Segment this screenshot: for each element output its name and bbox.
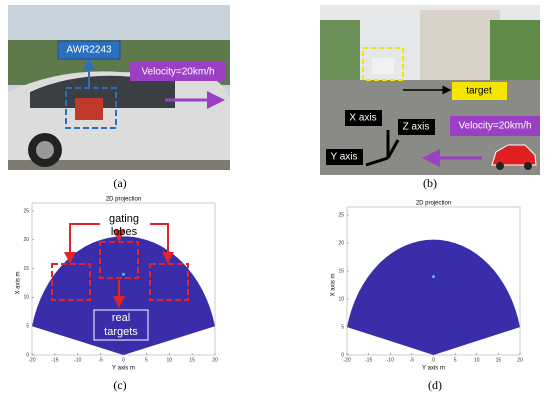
y-tick-label: 0 <box>341 352 344 358</box>
projection-fan <box>32 236 215 355</box>
photo-b: target X axis Z axis Y axis Velocity=20k… <box>320 5 540 175</box>
x-tick-label: -20 <box>343 357 350 363</box>
x-tick-label: 15 <box>189 357 195 363</box>
x-tick-label: 5 <box>454 357 457 363</box>
x-tick-label: -5 <box>410 357 415 363</box>
y-axis-title: X axis m <box>16 271 22 294</box>
y-tick-label: 10 <box>338 296 344 302</box>
gating-lobes: lobes <box>111 226 138 238</box>
plot-title: 2D projection <box>106 197 141 203</box>
velocity-label: Velocity=20km/h <box>141 67 214 78</box>
y-tick-label: 15 <box>338 268 344 274</box>
x-tick-label: -10 <box>387 357 394 363</box>
projection-fan <box>347 239 520 355</box>
panel-label: (b) <box>423 176 437 190</box>
panel-label: (d) <box>428 378 442 392</box>
y-tick-label: 25 <box>338 212 344 218</box>
target-blob <box>122 272 125 276</box>
panel-label: (a) <box>113 176 126 190</box>
x-tick-label: 15 <box>496 357 502 363</box>
y-tick-label: 5 <box>26 324 29 330</box>
y-tick-label: 20 <box>23 237 29 243</box>
x-tick-label: 20 <box>212 357 218 363</box>
plot: -20 -15 -10 -5 0 5 10 15 20 0 5 10 15 20 25 2D projecti… <box>16 197 218 372</box>
target-label: target <box>466 86 492 97</box>
y-tick-label: 20 <box>338 240 344 246</box>
x-tick-label: 5 <box>145 357 148 363</box>
x-tick-label: -10 <box>74 357 81 363</box>
annotations-c: gating lobes real targets <box>51 213 189 341</box>
x-tick-label: 0 <box>122 357 125 363</box>
real-targets: real <box>112 312 130 324</box>
plot-title: 2D projection <box>416 201 451 207</box>
x-axis-title: Y axis m <box>422 366 445 372</box>
plots: -20 -15 -10 -5 0 5 10 15 20 0 5 10 15 20 25 2D projecti… <box>16 197 523 372</box>
x-tick-label: 20 <box>517 357 523 363</box>
x-tick-label: -15 <box>365 357 372 363</box>
real-targets: targets <box>104 326 138 338</box>
x-tick-label: 0 <box>432 357 435 363</box>
x-tick-label: -15 <box>51 357 58 363</box>
x-tick-label: -20 <box>28 357 35 363</box>
velocity-label: Velocity=20km/h <box>458 121 531 132</box>
y-tick-label: 0 <box>26 352 29 358</box>
z-axis-label: Z axis <box>403 122 430 133</box>
x-tick-label: 10 <box>166 357 172 363</box>
x-tick-label: -5 <box>98 357 103 363</box>
y-axis-title: X axis m <box>331 273 337 296</box>
target-blob <box>432 275 435 279</box>
x-axis-title: Y axis m <box>112 366 135 372</box>
y-tick-label: 15 <box>23 266 29 272</box>
photo-a: AWR2243 Velocity=20km/h <box>8 5 230 170</box>
y-tick-label: 25 <box>23 208 29 214</box>
plot: -20 -15 -10 -5 0 5 10 15 20 0 5 10 15 20 25 2D projecti… <box>331 201 523 372</box>
y-tick-label: 5 <box>341 324 344 330</box>
x-tick-label: 10 <box>474 357 480 363</box>
panel-label: (c) <box>113 378 126 392</box>
x-axis-label: X axis <box>349 113 376 124</box>
gating-lobes: gating <box>109 213 139 225</box>
y-axis-label: Y axis <box>330 152 357 163</box>
sensor-label: AWR2243 <box>66 45 112 56</box>
y-tick-label: 10 <box>23 295 29 301</box>
